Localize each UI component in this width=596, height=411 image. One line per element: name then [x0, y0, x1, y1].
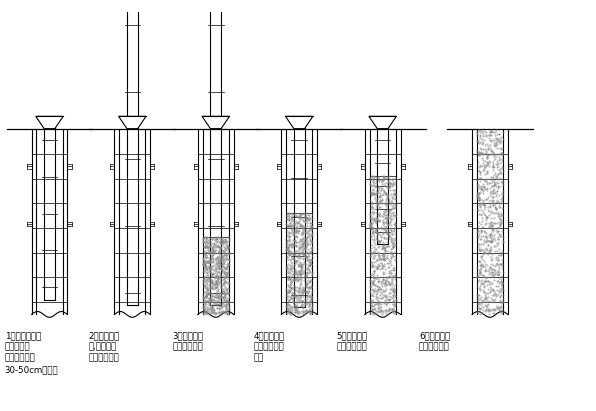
- Text: 6、砼灌注完
毕拔出导管。: 6、砼灌注完 毕拔出导管。: [419, 331, 450, 351]
- Polygon shape: [285, 116, 313, 129]
- Polygon shape: [202, 116, 229, 129]
- Text: 3、漏斗盛满
首批封底砼。: 3、漏斗盛满 首批封底砼。: [173, 331, 204, 351]
- Polygon shape: [369, 116, 396, 129]
- Polygon shape: [119, 116, 146, 129]
- Text: 2、悬挂隔水
栓,使其与导
管水面紧贴。: 2、悬挂隔水 栓,使其与导 管水面紧贴。: [88, 331, 119, 363]
- Polygon shape: [36, 116, 63, 129]
- Text: 1、安设导管，
导管底部与
孔底之间留出
30-50cm空隙。: 1、安设导管， 导管底部与 孔底之间留出 30-50cm空隙。: [5, 331, 58, 374]
- Text: 5、连续灌注
砼上提导管。: 5、连续灌注 砼上提导管。: [337, 331, 368, 351]
- Text: 4、剪断铁丝
隔水栓下落孔
底。: 4、剪断铁丝 隔水栓下落孔 底。: [253, 331, 284, 363]
